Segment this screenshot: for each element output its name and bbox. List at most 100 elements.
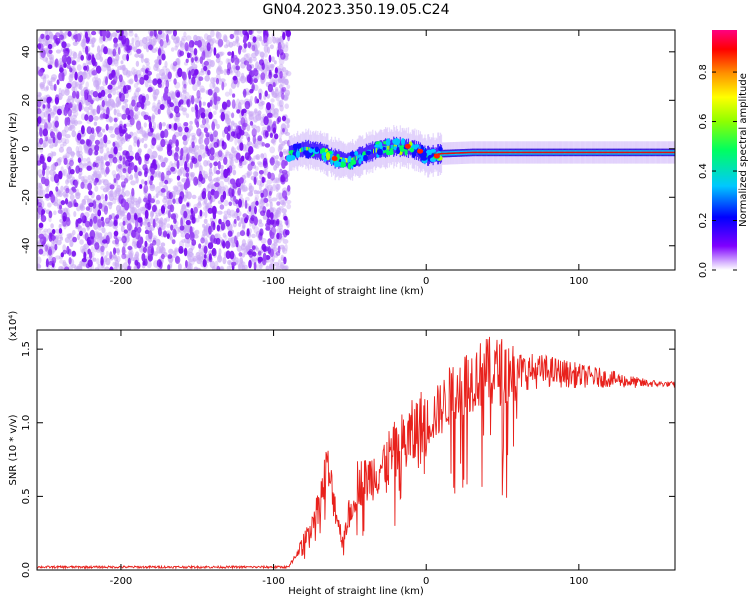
signal-blob xyxy=(325,152,331,160)
noise-blob xyxy=(67,201,73,208)
noise-speck xyxy=(101,193,105,200)
noise-speck xyxy=(43,228,49,233)
noise-speck xyxy=(258,101,264,107)
noise-speck xyxy=(240,75,246,84)
spectrogram-x-tick-label: -200 xyxy=(110,276,133,287)
noise-blob xyxy=(207,88,213,96)
noise-speck xyxy=(102,179,109,186)
noise-blob xyxy=(49,131,56,137)
noise-blob xyxy=(54,243,58,251)
noise-blob xyxy=(47,64,53,70)
spectrogram-y-tick-label: 20 xyxy=(21,94,32,107)
noise-speck xyxy=(91,37,96,44)
noise-blob xyxy=(89,229,96,240)
noise-speck xyxy=(222,185,229,193)
noise-speck xyxy=(76,150,81,157)
noise-speck xyxy=(186,250,191,258)
noise-speck xyxy=(102,199,107,207)
noise-blob xyxy=(38,69,44,77)
noise-speck xyxy=(37,169,43,178)
noise-speck xyxy=(265,202,269,207)
noise-speck xyxy=(266,61,271,69)
noise-blob xyxy=(178,248,184,254)
noise-speck xyxy=(273,107,280,115)
signal-core xyxy=(374,148,376,153)
noise-speck xyxy=(66,43,71,48)
noise-blob xyxy=(160,171,165,182)
noise-speck xyxy=(119,210,124,215)
noise-blob xyxy=(94,150,99,156)
noise-speck xyxy=(178,131,183,137)
noise-blob xyxy=(100,256,104,266)
noise-blob xyxy=(149,30,154,37)
noise-blob xyxy=(54,58,59,68)
noise-blob xyxy=(254,206,257,215)
noise-blob xyxy=(279,151,283,158)
noise-blob xyxy=(217,160,221,170)
noise-blob xyxy=(114,127,120,135)
noise-blob xyxy=(112,247,117,255)
noise-blob xyxy=(71,250,77,257)
noise-speck xyxy=(58,234,63,239)
noise-speck xyxy=(266,184,273,191)
noise-speck xyxy=(216,67,222,75)
noise-blob xyxy=(37,100,42,108)
noise-speck xyxy=(95,83,100,90)
noise-speck xyxy=(62,168,68,177)
noise-speck xyxy=(164,60,168,68)
noise-blob xyxy=(276,232,280,240)
noise-blob xyxy=(66,107,69,114)
noise-speck xyxy=(156,34,163,40)
noise-blob xyxy=(118,74,123,83)
noise-speck xyxy=(88,69,93,78)
noise-blob xyxy=(75,165,80,174)
noise-blob xyxy=(177,67,183,78)
noise-speck xyxy=(276,207,281,213)
noise-speck xyxy=(117,65,123,71)
noise-speck xyxy=(84,147,89,154)
noise-blob xyxy=(142,246,147,253)
noise-speck xyxy=(121,105,125,110)
noise-blob xyxy=(190,95,195,105)
noise-blob xyxy=(123,123,127,129)
noise-speck xyxy=(219,188,225,194)
noise-speck xyxy=(281,67,287,73)
noise-blob xyxy=(236,109,241,114)
noise-blob xyxy=(196,89,201,99)
noise-blob xyxy=(200,237,205,244)
noise-speck xyxy=(248,185,255,193)
noise-blob xyxy=(180,147,184,158)
noise-speck xyxy=(100,250,105,255)
noise-blob xyxy=(150,167,155,175)
noise-blob xyxy=(95,162,99,168)
noise-blob xyxy=(264,143,271,148)
noise-speck xyxy=(247,191,253,197)
snr-background xyxy=(37,330,675,570)
noise-blob xyxy=(182,134,188,141)
noise-blob xyxy=(176,91,181,98)
noise-blob xyxy=(236,216,240,221)
noise-speck xyxy=(265,265,270,270)
noise-blob xyxy=(44,122,48,130)
noise-blob xyxy=(148,115,152,123)
noise-speck xyxy=(231,146,235,154)
noise-blob xyxy=(282,228,288,238)
noise-speck xyxy=(204,239,208,245)
noise-blob xyxy=(215,170,221,175)
noise-blob xyxy=(191,141,195,149)
noise-speck xyxy=(69,125,73,131)
noise-blob xyxy=(119,125,123,134)
noise-speck xyxy=(165,199,170,206)
noise-speck xyxy=(202,229,208,237)
noise-speck xyxy=(185,35,192,42)
noise-blob xyxy=(88,147,93,156)
noise-blob xyxy=(96,194,101,201)
noise-blob xyxy=(261,176,265,183)
noise-blob xyxy=(220,221,226,231)
noise-blob xyxy=(127,245,133,251)
noise-blob xyxy=(210,225,214,232)
noise-blob xyxy=(172,134,177,144)
signal-core xyxy=(354,156,356,161)
noise-blob xyxy=(147,131,153,137)
noise-speck xyxy=(94,267,99,270)
